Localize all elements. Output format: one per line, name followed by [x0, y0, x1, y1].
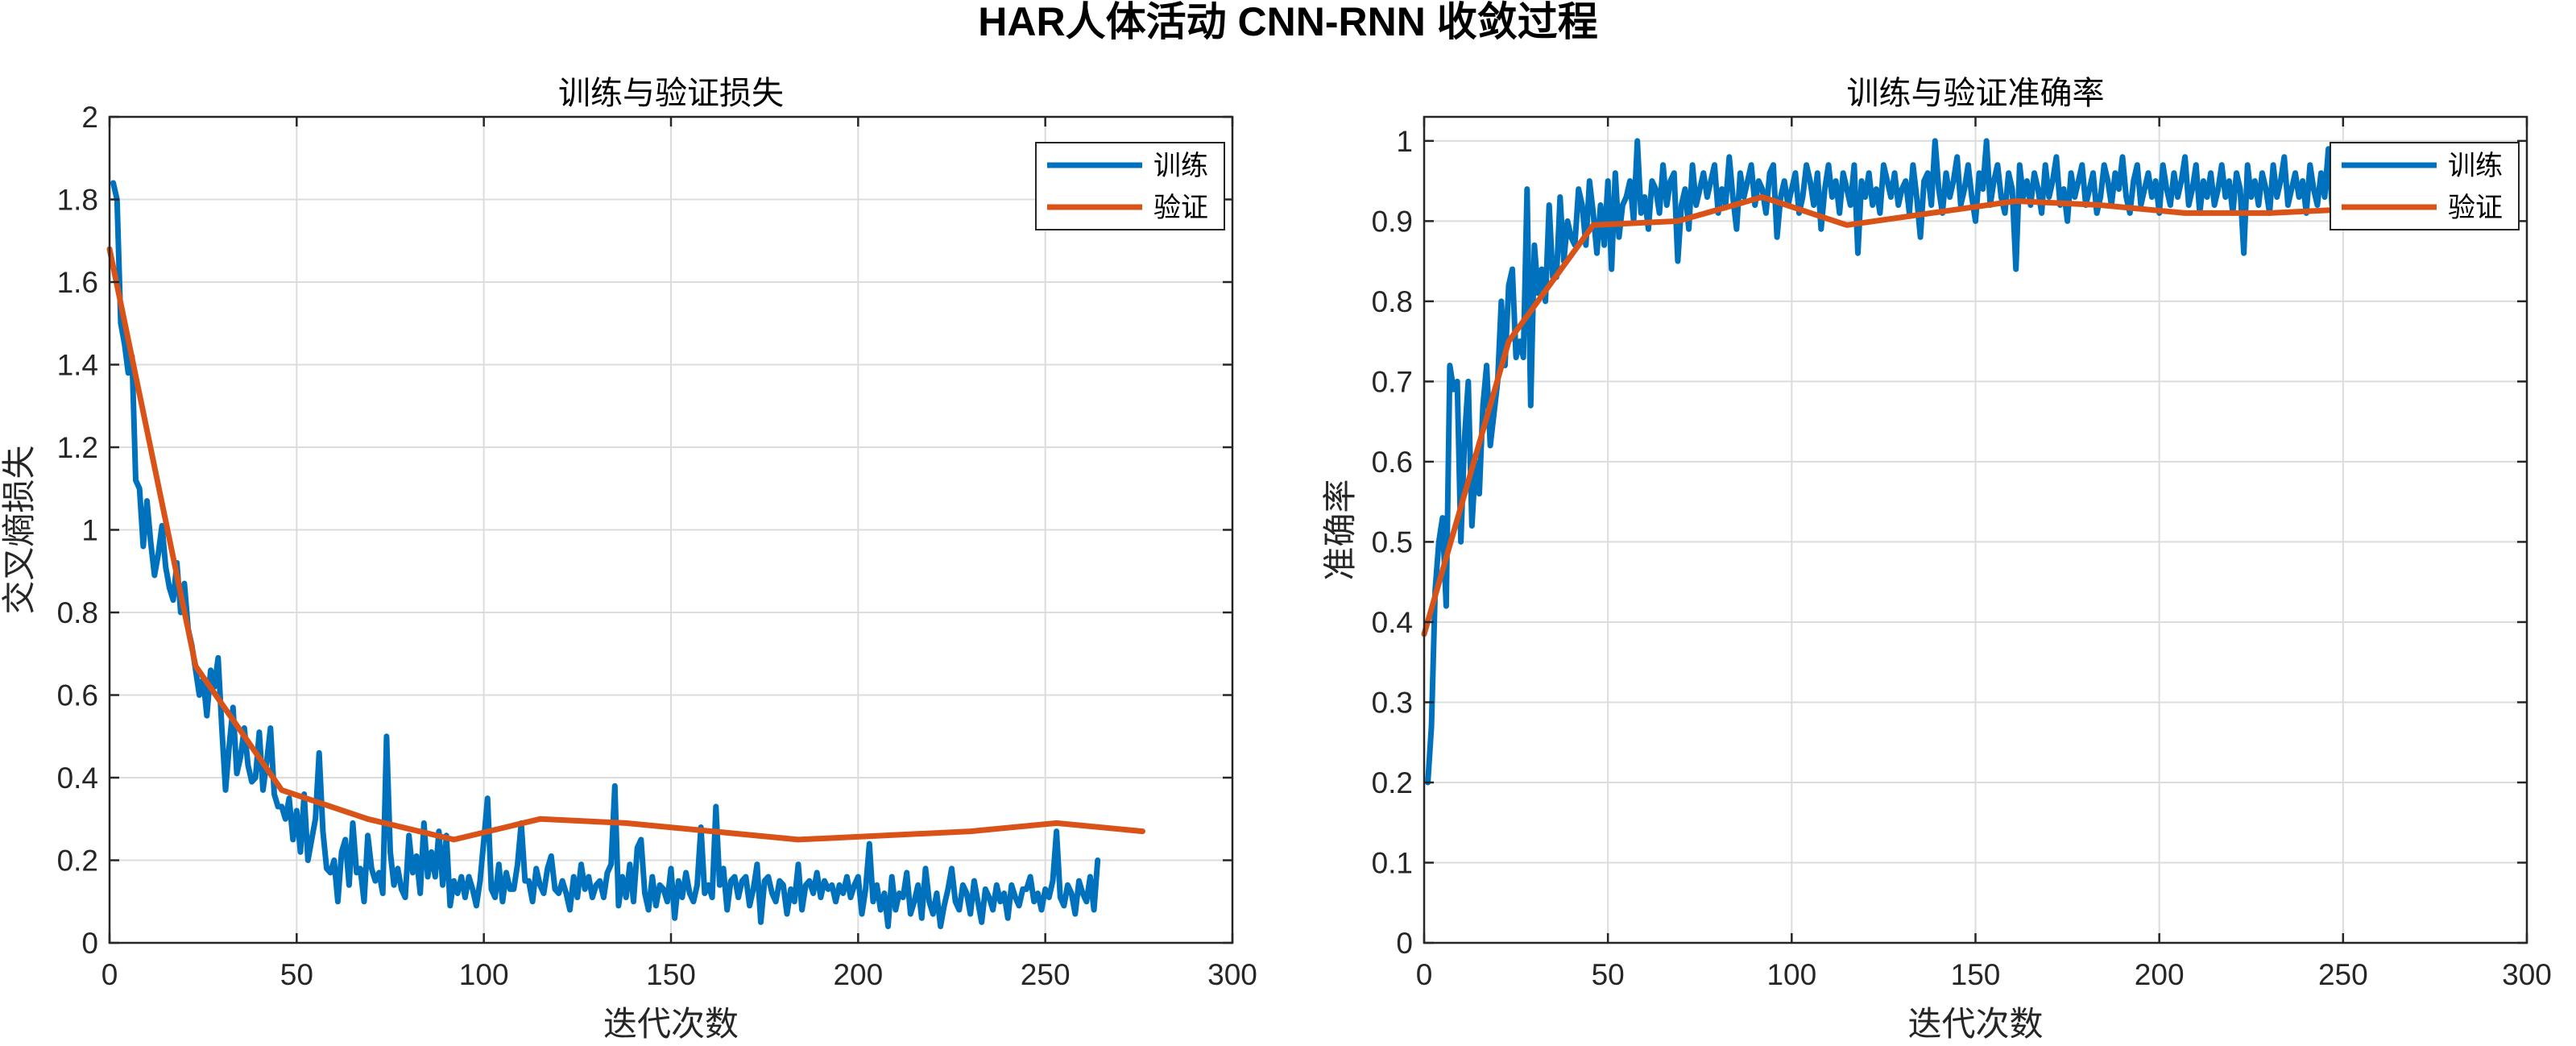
y-tick-label: 1.2 [57, 431, 98, 464]
y-tick-label: 0.2 [1372, 766, 1413, 799]
x-tick-label: 300 [1207, 958, 1257, 991]
x-tick-label: 50 [280, 958, 313, 991]
x-tick-label: 0 [1416, 958, 1433, 991]
y-tick-label: 0.7 [1372, 365, 1413, 398]
legend-entry: 验证 [1153, 192, 1208, 224]
x-tick-label: 0 [101, 958, 118, 991]
y-axis-label: 准确率 [1320, 479, 1360, 580]
x-tick-label: 250 [2318, 958, 2368, 991]
x-tick-label: 100 [1766, 958, 1816, 991]
x-tick-label: 150 [646, 958, 696, 991]
legend-box [1035, 142, 1225, 230]
y-tick-label: 1.6 [57, 266, 98, 299]
y-tick-label: 1.4 [57, 349, 98, 382]
x-tick-label: 250 [1021, 958, 1071, 991]
series-line-train [1425, 138, 2379, 786]
y-tick-label: 0.4 [1372, 606, 1413, 639]
y-tick-label: 0.3 [1372, 686, 1413, 719]
x-tick-label: 100 [459, 958, 509, 991]
y-tick-label: 0.9 [1372, 205, 1413, 238]
x-axis-label: 迭代次数 [603, 1004, 739, 1044]
y-tick-label: 0.8 [1372, 285, 1413, 318]
y-tick-label: 1.8 [57, 184, 98, 217]
series-line-validation [106, 246, 1145, 843]
x-axis-label: 迭代次数 [1907, 1004, 2043, 1044]
x-tick-label: 200 [2135, 958, 2185, 991]
loss-subplot: 0 50 100 150 200 250 300 0 0.2 0.4 0.6 0.8 1 1.2 1.4 1.… [0, 75, 1257, 1044]
accuracy-subplot: 0 50 100 150 200 250 300 0 0.1 0.2 0.3 0.4 0.5 0.6 0.7… [1320, 75, 2552, 1044]
y-tick-label: 0.2 [57, 845, 98, 878]
legend-entry: 训练 [2448, 150, 2503, 182]
y-tick-label: 0.4 [57, 762, 98, 795]
y-tick-label: 0.6 [57, 679, 98, 712]
x-tick-label: 300 [2502, 958, 2552, 991]
subplot-title: 训练与验证准确率 [1847, 75, 2105, 112]
figure-title: HAR人体活动 CNN-RNN 收敛过程 [978, 0, 1597, 44]
y-axis-label: 交叉熵损失 [0, 445, 39, 614]
y-tick-label: 0.5 [1372, 525, 1413, 558]
y-tick-label: 0.6 [1372, 446, 1413, 479]
x-tick-label: 50 [1592, 958, 1625, 991]
series-line-validation [1421, 194, 2441, 637]
legend-box [2330, 142, 2520, 230]
legend-entry: 训练 [1153, 150, 1208, 182]
y-tick-label: 0 [1396, 927, 1413, 960]
x-tick-label: 150 [1951, 958, 2001, 991]
legend-entry: 验证 [2448, 192, 2503, 224]
series-line-train [110, 180, 1101, 929]
subplot-title: 训练与验证损失 [558, 75, 784, 112]
x-tick-label: 200 [833, 958, 883, 991]
y-tick-label: 1 [1396, 125, 1413, 158]
y-tick-label: 2 [81, 101, 98, 134]
y-tick-label: 0.1 [1372, 846, 1413, 879]
y-tick-label: 1 [81, 514, 98, 547]
y-tick-label: 0 [81, 927, 98, 960]
y-tick-label: 0.8 [57, 596, 98, 629]
